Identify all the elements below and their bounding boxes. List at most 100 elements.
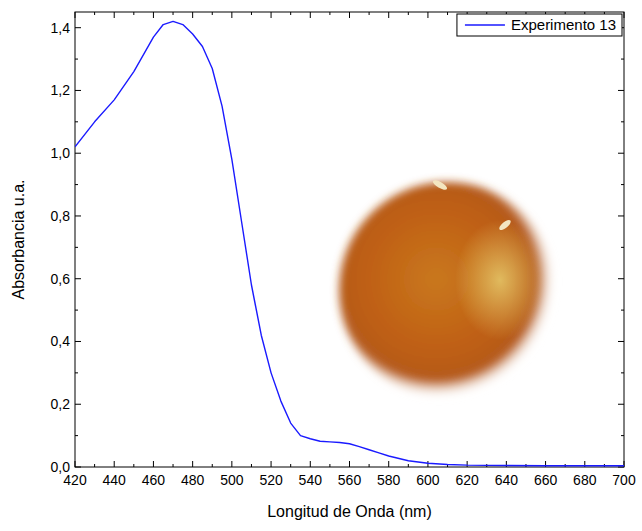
- legend-swatch: [465, 24, 505, 25]
- y-tick: [75, 153, 81, 154]
- x-minor-tick-top: [290, 12, 291, 15]
- y-tick: [75, 215, 81, 216]
- x-tick: [75, 461, 76, 467]
- legend-label: Experimento 13: [511, 16, 616, 33]
- x-tick-label: 660: [534, 472, 558, 488]
- x-tick-label: 520: [259, 472, 283, 488]
- x-tick-label: 700: [612, 472, 636, 488]
- x-tick: [349, 461, 350, 467]
- x-tick: [467, 461, 468, 467]
- x-tick: [310, 461, 311, 467]
- plot-frame: [75, 12, 624, 467]
- x-minor-tick-top: [173, 12, 174, 15]
- x-tick: [231, 461, 232, 467]
- x-minor-tick-top: [212, 12, 213, 15]
- y-minor-tick-right: [621, 310, 624, 311]
- x-tick-label: 480: [181, 472, 205, 488]
- x-tick: [192, 461, 193, 467]
- y-tick-label: 0,2: [51, 396, 71, 412]
- y-tick-label: 0,0: [51, 459, 71, 475]
- x-minor-tick-top: [94, 12, 95, 15]
- x-tick: [427, 461, 428, 467]
- y-minor-tick: [75, 310, 78, 311]
- y-minor-tick-right: [621, 121, 624, 122]
- x-minor-tick-top: [369, 12, 370, 15]
- y-tick-right: [618, 467, 624, 468]
- y-tick: [75, 467, 81, 468]
- y-tick-right: [618, 90, 624, 91]
- x-tick: [153, 461, 154, 467]
- y-tick-right: [618, 404, 624, 405]
- series-line: [75, 21, 624, 465]
- x-tick-top: [427, 12, 428, 18]
- x-tick-label: 600: [416, 472, 440, 488]
- y-minor-tick-right: [621, 247, 624, 248]
- x-tick-label: 440: [103, 472, 127, 488]
- y-tick-label: 1,0: [51, 145, 71, 161]
- photo-disc: [339, 182, 555, 398]
- legend-box: [457, 14, 622, 36]
- y-minor-tick-right: [621, 59, 624, 60]
- x-tick-top: [153, 12, 154, 18]
- x-tick-top: [114, 12, 115, 18]
- x-minor-tick-top: [251, 12, 252, 15]
- y-tick-label: 1,2: [51, 82, 71, 98]
- x-minor-tick: [94, 464, 95, 467]
- x-tick-label: 580: [377, 472, 401, 488]
- x-minor-tick-top: [133, 12, 134, 15]
- x-tick: [114, 461, 115, 467]
- x-minor-tick: [212, 464, 213, 467]
- x-minor-tick: [408, 464, 409, 467]
- x-tick-label: 620: [455, 472, 479, 488]
- inset-photo: [339, 178, 555, 398]
- x-minor-tick: [290, 464, 291, 467]
- legend: Experimento 13: [457, 14, 622, 36]
- x-tick-top: [388, 12, 389, 18]
- y-tick: [75, 27, 81, 28]
- x-tick-label: 540: [299, 472, 323, 488]
- y-minor-tick-right: [621, 435, 624, 436]
- y-minor-tick: [75, 247, 78, 248]
- series-group: [75, 21, 624, 465]
- photo-glint: [498, 218, 513, 232]
- x-tick-top: [349, 12, 350, 18]
- x-minor-tick: [369, 464, 370, 467]
- x-minor-tick-top: [329, 12, 330, 15]
- y-minor-tick-right: [621, 372, 624, 373]
- y-tick-label: 0,8: [51, 208, 71, 224]
- x-tick: [388, 461, 389, 467]
- y-tick: [75, 90, 81, 91]
- photo-highlight: [455, 220, 545, 340]
- x-tick-top: [231, 12, 232, 18]
- x-tick-label: 640: [495, 472, 519, 488]
- x-tick-top: [624, 12, 625, 18]
- x-minor-tick: [329, 464, 330, 467]
- y-tick: [75, 341, 81, 342]
- y-minor-tick: [75, 184, 78, 185]
- x-minor-tick: [133, 464, 134, 467]
- y-tick-label: 0,4: [51, 333, 71, 349]
- x-minor-tick-top: [447, 12, 448, 15]
- y-minor-tick: [75, 372, 78, 373]
- y-tick-label: 1,4: [51, 20, 71, 36]
- chart: 4204404604805005205405605806006206406606…: [0, 0, 642, 531]
- y-tick-label: 0,6: [51, 271, 71, 287]
- y-tick: [75, 278, 81, 279]
- y-minor-tick: [75, 121, 78, 122]
- y-minor-tick: [75, 435, 78, 436]
- x-minor-tick-top: [408, 12, 409, 15]
- x-tick-top: [310, 12, 311, 18]
- x-axis-title: Longitud de Onda (nm): [267, 503, 432, 520]
- x-tick-top: [271, 12, 272, 18]
- photo-glint: [432, 178, 449, 191]
- y-tick-right: [618, 215, 624, 216]
- x-tick: [271, 461, 272, 467]
- x-tick-label: 680: [573, 472, 597, 488]
- y-axis-title: Absorbancia u.a.: [10, 179, 27, 299]
- y-tick-right: [618, 341, 624, 342]
- x-tick-label: 560: [338, 472, 362, 488]
- y-minor-tick: [75, 59, 78, 60]
- x-minor-tick: [251, 464, 252, 467]
- y-tick-right: [618, 153, 624, 154]
- x-tick-top: [75, 12, 76, 18]
